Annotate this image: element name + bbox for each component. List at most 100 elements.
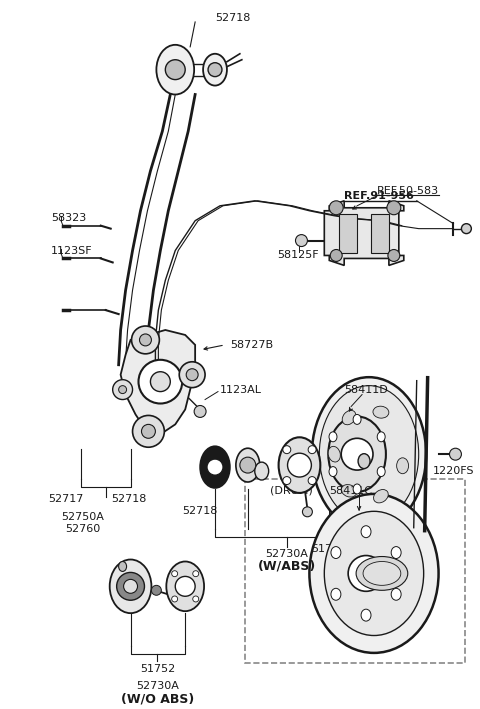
Circle shape [461, 223, 471, 233]
Circle shape [117, 572, 144, 601]
Circle shape [208, 62, 222, 77]
Polygon shape [120, 330, 195, 435]
Text: 52730A: 52730A [265, 549, 308, 559]
Circle shape [308, 476, 316, 484]
Circle shape [387, 201, 401, 215]
Circle shape [193, 596, 199, 602]
Ellipse shape [319, 386, 419, 523]
Ellipse shape [119, 562, 127, 571]
Ellipse shape [167, 562, 204, 611]
Text: 52718: 52718 [111, 494, 146, 504]
Circle shape [119, 386, 127, 393]
Text: (DRUM): (DRUM) [270, 486, 312, 496]
Ellipse shape [373, 406, 389, 418]
Ellipse shape [278, 437, 320, 493]
Circle shape [194, 406, 206, 418]
Ellipse shape [373, 489, 388, 503]
Ellipse shape [353, 484, 361, 494]
Ellipse shape [255, 462, 269, 480]
Ellipse shape [358, 454, 370, 469]
Ellipse shape [391, 547, 401, 559]
Circle shape [330, 250, 342, 262]
Ellipse shape [324, 511, 424, 635]
Text: 58411C: 58411C [329, 486, 372, 496]
Circle shape [296, 235, 307, 247]
Ellipse shape [329, 467, 337, 476]
Bar [339, 213, 357, 254]
Ellipse shape [328, 447, 340, 462]
Circle shape [240, 457, 256, 473]
Circle shape [341, 438, 373, 470]
FancyBboxPatch shape [245, 479, 466, 663]
Ellipse shape [377, 432, 385, 442]
Circle shape [207, 459, 223, 475]
Circle shape [140, 334, 151, 346]
Text: 1220FS: 1220FS [433, 466, 474, 476]
Ellipse shape [310, 494, 439, 653]
Polygon shape [324, 201, 404, 265]
Circle shape [124, 579, 137, 593]
Text: 58727B: 58727B [230, 340, 273, 350]
Circle shape [308, 446, 316, 454]
Ellipse shape [156, 45, 194, 94]
Text: (W/O ABS): (W/O ABS) [121, 692, 194, 705]
Text: 51752: 51752 [312, 544, 347, 554]
Ellipse shape [110, 559, 151, 613]
Text: (W/ABS): (W/ABS) [257, 560, 316, 573]
Circle shape [139, 359, 182, 403]
Text: 52717: 52717 [48, 494, 84, 504]
Text: 52730A: 52730A [136, 681, 179, 691]
Ellipse shape [331, 588, 341, 601]
Ellipse shape [361, 609, 371, 621]
Circle shape [193, 571, 199, 576]
Ellipse shape [377, 467, 385, 476]
Ellipse shape [200, 446, 230, 488]
Circle shape [113, 379, 132, 400]
Text: 58411D: 58411D [344, 384, 388, 395]
Ellipse shape [361, 526, 371, 537]
Bar [371, 213, 389, 254]
Circle shape [175, 576, 195, 596]
Circle shape [132, 415, 164, 447]
Circle shape [388, 250, 400, 262]
Ellipse shape [312, 377, 426, 531]
Circle shape [132, 326, 159, 354]
Ellipse shape [396, 458, 408, 474]
Text: 58323: 58323 [51, 213, 86, 223]
Ellipse shape [341, 484, 357, 497]
Ellipse shape [391, 588, 401, 601]
Circle shape [329, 201, 343, 215]
Circle shape [172, 596, 178, 602]
Circle shape [283, 476, 291, 484]
Ellipse shape [342, 411, 356, 425]
Text: 51752: 51752 [140, 664, 175, 674]
Ellipse shape [356, 557, 408, 591]
Text: 58125F: 58125F [277, 250, 319, 260]
Ellipse shape [236, 448, 260, 482]
Ellipse shape [331, 547, 341, 559]
Circle shape [150, 372, 170, 391]
Circle shape [302, 507, 312, 517]
Ellipse shape [329, 432, 337, 442]
Circle shape [172, 571, 178, 576]
Ellipse shape [203, 54, 227, 86]
Ellipse shape [363, 562, 401, 586]
Circle shape [142, 425, 156, 438]
Text: REF.91-956: REF.91-956 [344, 191, 414, 201]
Text: 52718: 52718 [182, 506, 218, 516]
Circle shape [449, 448, 461, 460]
Text: REF.50-583: REF.50-583 [377, 186, 439, 196]
Circle shape [179, 362, 205, 388]
Circle shape [165, 60, 185, 79]
Text: 1123SF: 1123SF [51, 245, 93, 255]
Text: 52718: 52718 [215, 13, 251, 23]
Circle shape [283, 446, 291, 454]
Circle shape [186, 369, 198, 381]
Circle shape [348, 556, 384, 591]
Circle shape [151, 586, 161, 596]
Ellipse shape [328, 416, 386, 492]
Text: 52760: 52760 [65, 524, 100, 534]
Ellipse shape [353, 415, 361, 425]
Text: 1123AL: 1123AL [220, 384, 262, 395]
Text: 52750A: 52750A [61, 512, 104, 522]
